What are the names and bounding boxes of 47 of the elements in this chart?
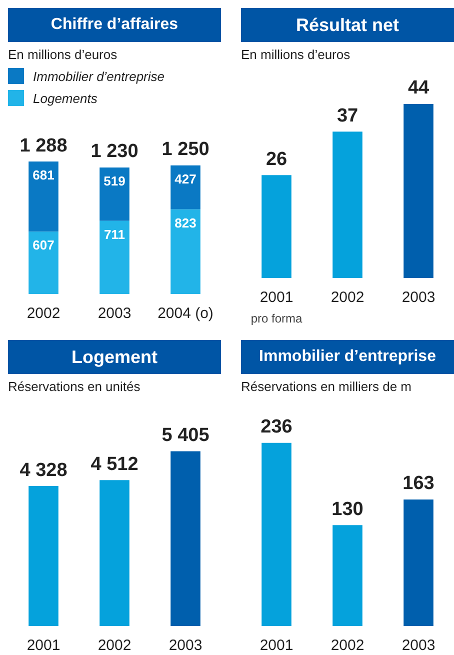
chart-subtitle: En millions d’euros bbox=[8, 47, 118, 62]
x-tick-label: 2003 bbox=[98, 305, 132, 322]
data-label: 681 bbox=[32, 168, 54, 183]
x-tick-label: 2003 bbox=[168, 637, 202, 654]
bar bbox=[28, 232, 58, 294]
total-label: 1 250 bbox=[162, 139, 210, 160]
data-label: 4 512 bbox=[90, 454, 138, 475]
data-label: 163 bbox=[402, 473, 434, 494]
bar bbox=[100, 220, 130, 294]
legend-label: Logements bbox=[33, 90, 98, 106]
data-label: 130 bbox=[332, 498, 364, 520]
x-tick-label: 2004 (o) bbox=[158, 305, 214, 322]
data-label: 26 bbox=[266, 148, 288, 170]
x-tick-label: 2002 bbox=[330, 637, 364, 654]
data-label: 5 405 bbox=[162, 424, 210, 446]
bar bbox=[170, 209, 200, 294]
x-tick-label: 2001 bbox=[260, 637, 294, 654]
chart-subtitle: En millions d’euros bbox=[241, 47, 352, 62]
data-label: 711 bbox=[104, 226, 125, 242]
data-label: 427 bbox=[174, 172, 196, 187]
data-label: 607 bbox=[32, 238, 54, 253]
chart-subtitle: Réservations en unités bbox=[8, 379, 142, 394]
chart-title: Résultat net bbox=[241, 8, 454, 42]
chart-title: Logement bbox=[8, 340, 221, 374]
total-label: 1 288 bbox=[20, 135, 68, 156]
chart-title: Chiffre d’affaires bbox=[8, 8, 221, 42]
data-label: 37 bbox=[336, 105, 358, 126]
data-label: 823 bbox=[174, 215, 196, 230]
chart-title: Immobilier d’entreprise bbox=[241, 340, 454, 374]
data-label: 44 bbox=[408, 78, 430, 99]
data-label: 236 bbox=[260, 416, 292, 438]
x-tick-label: 2003 bbox=[402, 637, 436, 654]
x-tick-label: 2002 bbox=[26, 305, 60, 322]
text: pro forma bbox=[250, 311, 302, 326]
chart-subtitle: Réservations en milliers de m bbox=[241, 379, 413, 394]
x-tick-label: 2002 bbox=[330, 289, 364, 306]
bar bbox=[28, 162, 58, 232]
bar bbox=[100, 167, 130, 221]
x-tick-label: 2001 bbox=[26, 637, 60, 654]
x-tick-label: 2003 bbox=[402, 289, 436, 306]
data-label: 519 bbox=[104, 174, 126, 189]
bar bbox=[170, 165, 200, 210]
legend-label: Immobilier d’entreprise bbox=[33, 68, 164, 84]
data-label: 4 328 bbox=[20, 460, 68, 481]
total-label: 1 230 bbox=[90, 141, 138, 162]
x-tick-label: 2002 bbox=[98, 637, 132, 654]
x-tick-label: 2001 bbox=[260, 289, 294, 306]
